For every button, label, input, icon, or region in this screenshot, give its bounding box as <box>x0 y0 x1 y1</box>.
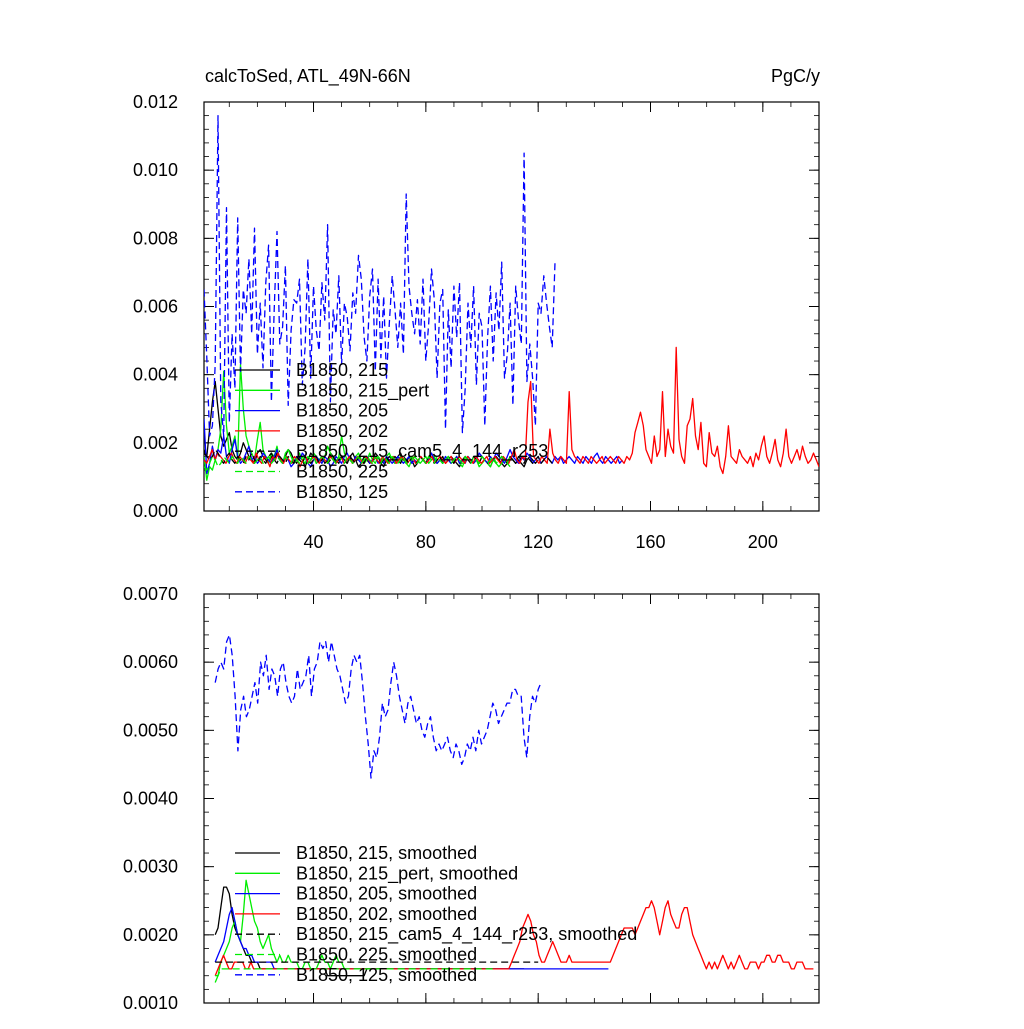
y-tick-label: 0.0040 <box>123 789 178 809</box>
x-tick-label: 80 <box>416 532 436 552</box>
chart-title: calcToSed, ATL_49N-66N <box>205 66 411 87</box>
top-panel: calcToSed, ATL_49N-66N PgC/y 0.0000.0020… <box>133 66 820 552</box>
x-tick-label: 40 <box>304 532 324 552</box>
legend-label: B1850, 215, smoothed <box>296 843 477 863</box>
y-tick-label: 0.0030 <box>123 857 178 877</box>
bottom-ticks: 0.0010 0.0020 0.0030 0.0040 0.0050 0.0060 0.00… <box>123 584 820 1013</box>
legend-label: B1850, 205 <box>296 401 388 421</box>
chart-units: PgC/y <box>771 66 820 86</box>
x-tick-label: 160 <box>635 532 665 552</box>
legend-label: B1850, 215_pert, smoothed <box>296 863 518 884</box>
legend-label: B1850, 125, smoothed <box>296 965 477 985</box>
legend-label: B1850, 202 <box>296 421 388 441</box>
legend-label: B1850, 205, smoothed <box>296 884 477 904</box>
y-tick-label: 0.0070 <box>123 584 178 604</box>
bottom-panel: 0.0010 0.0020 0.0030 0.0040 0.0050 0.0060 0.00… <box>123 584 820 1013</box>
legend-label: B1850, 202, smoothed <box>296 904 477 924</box>
series-line-3 <box>204 346 819 475</box>
top-ticks: 0.000 0.002 0.004 0.006 0.008 0.010 0.012 40 80 1… <box>133 92 820 552</box>
x-tick-label: 120 <box>523 532 553 552</box>
y-tick-label: 0.012 <box>133 92 178 112</box>
y-tick-label: 0.006 <box>133 297 178 317</box>
series-line-6 <box>214 634 542 779</box>
y-tick-label: 0.004 <box>133 365 178 385</box>
y-tick-label: 0.000 <box>133 501 178 521</box>
y-tick-label: 0.0020 <box>123 925 178 945</box>
y-tick-label: 0.0050 <box>123 720 178 740</box>
y-tick-label: 0.0060 <box>123 652 178 672</box>
series-line-5 <box>204 455 511 471</box>
x-tick-label: 200 <box>748 532 778 552</box>
y-tick-label: 0.002 <box>133 433 178 453</box>
y-tick-label: 0.0010 <box>123 993 178 1013</box>
legend-label: B1850, 225 <box>296 462 388 482</box>
legend-label: B1850, 125 <box>296 482 388 502</box>
legend-label: B1850, 215_cam5_4_144_r253 <box>296 441 548 462</box>
y-tick-label: 0.008 <box>133 228 178 248</box>
legend-label: B1850, 215_cam5_4_144_r253, smoothed <box>296 924 637 945</box>
series-line-6 <box>204 114 556 437</box>
legend-label: B1850, 215 <box>296 360 388 380</box>
bottom-series-lines <box>214 634 814 983</box>
legend-label: B1850, 215_pert <box>296 380 429 401</box>
y-tick-label: 0.010 <box>133 160 178 180</box>
series-line-5 <box>215 968 497 977</box>
top-series-lines <box>204 114 819 481</box>
legend-label: B1850, 225, smoothed <box>296 945 477 965</box>
